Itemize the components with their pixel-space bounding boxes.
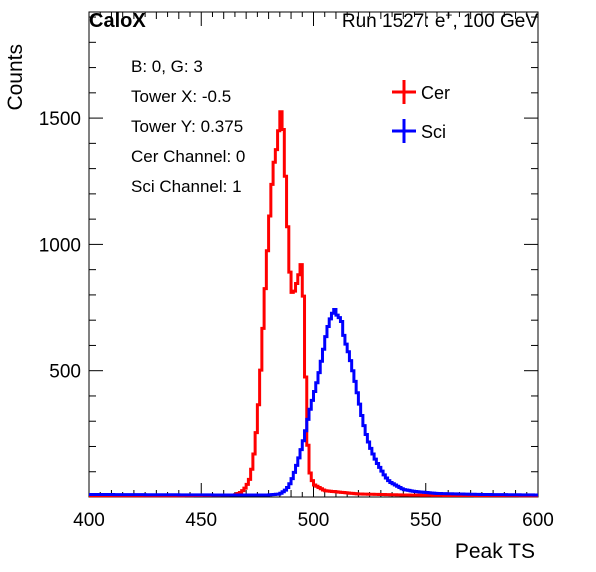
axis-ticks	[88, 12, 539, 497]
plot-frame	[88, 11, 539, 498]
info-box: B: 0, G: 3 Tower X: -0.5 Tower Y: 0.375 Cer…	[131, 57, 245, 196]
x-axis-label: Peak TS	[455, 540, 535, 563]
y-tick-label: 1000	[39, 235, 81, 256]
info-line: Tower X: -0.5	[131, 87, 231, 106]
info-line: Tower Y: 0.375	[131, 117, 243, 136]
legend-entry-cer: Cer	[392, 80, 450, 104]
legend-entry-sci: Sci	[392, 119, 446, 143]
info-line: Sci Channel: 1	[131, 177, 242, 196]
x-tick-label: 450	[185, 510, 217, 531]
y-axis-label: Counts	[4, 44, 27, 111]
legend-label: Cer	[421, 83, 450, 103]
x-tick-label: 550	[410, 510, 442, 531]
x-tick-label: 400	[73, 510, 105, 531]
x-tick-label: 600	[522, 510, 554, 531]
info-line: Cer Channel: 0	[131, 147, 245, 166]
info-line: B: 0, G: 3	[131, 57, 203, 76]
legend: Cer Sci	[392, 80, 450, 143]
legend-label: Sci	[421, 122, 446, 142]
x-tick-label: 500	[298, 510, 330, 531]
series-cer	[89, 110, 538, 498]
y-tick-label: 500	[49, 362, 81, 383]
y-tick-label: 1500	[39, 109, 81, 130]
run-info-label: Run 1527: e+, 100 GeV	[342, 8, 538, 32]
calox-label: CaloX	[89, 10, 146, 32]
series-group	[89, 110, 538, 498]
series-sci	[89, 307, 538, 497]
tick-labels: 400 450 500 550 600 500 1000 1500	[39, 109, 554, 531]
